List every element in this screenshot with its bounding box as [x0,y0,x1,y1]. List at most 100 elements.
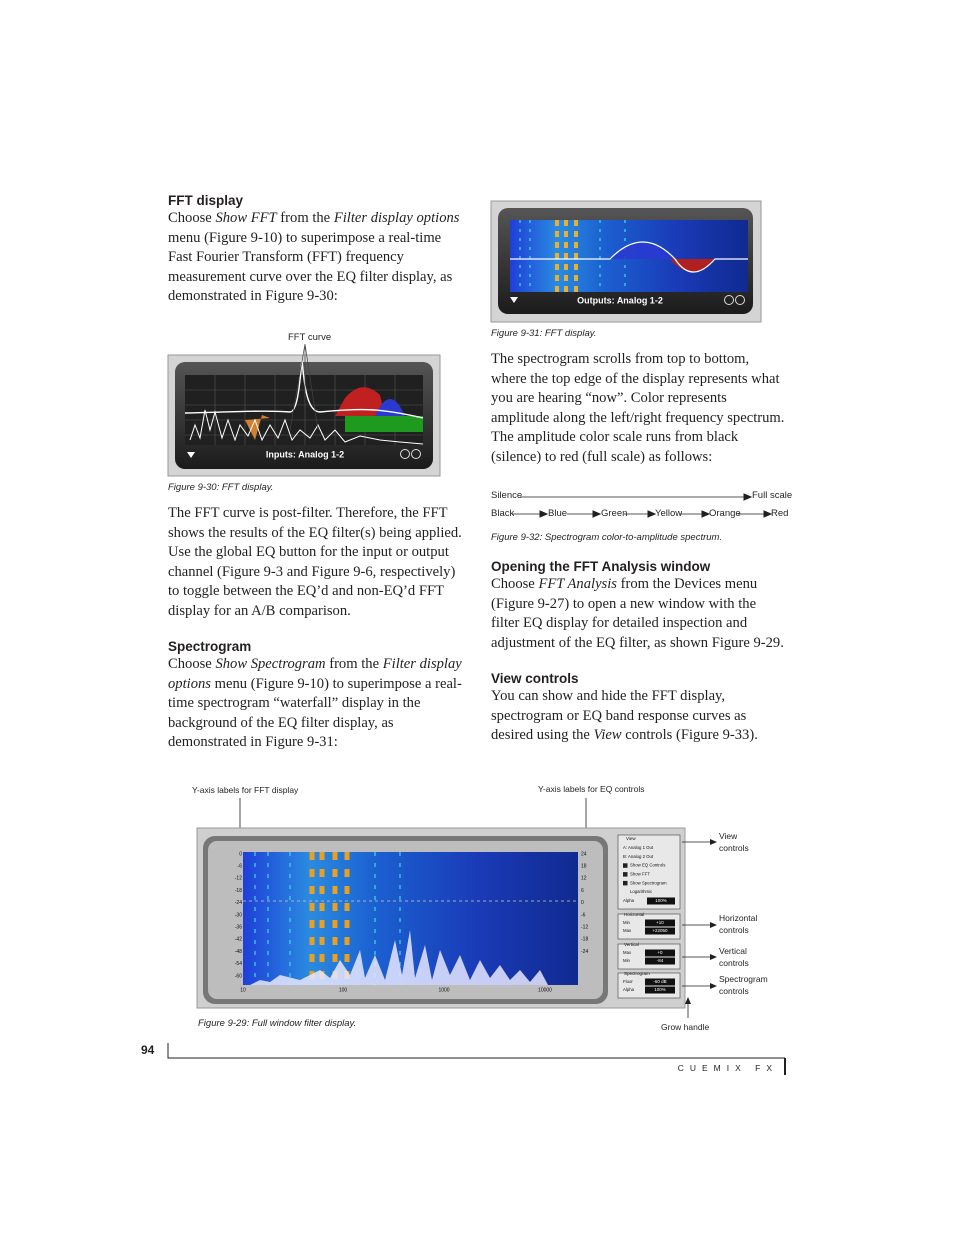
callout: Vertical controls [719,946,749,968]
spectrogram-streak [519,220,626,292]
paragraph: Choose Show Spectrogram from the Filter … [168,655,465,753]
text-run: The spectrogram scrolls from top to bott… [491,351,785,465]
callout-line [289,343,319,431]
panel-title: Horizontal [624,912,644,917]
value-field [645,949,675,957]
value-field [647,897,675,905]
label: Max [623,928,632,933]
color-label: Green [601,508,628,519]
caption: Figure 9-32: Spectrogram color-to-amplit… [491,532,723,543]
color-label: Black [491,508,515,519]
y-axis-label: 24 [581,851,587,857]
callout: Grow handle [661,1022,710,1032]
y-axis-label: 0 [239,851,242,857]
x-axis-label: 10000 [538,987,552,993]
figure-9-29 [196,798,717,1018]
paragraph: Choose FFT Analysis from the Devices men… [491,575,788,653]
checkbox [623,880,628,886]
scale-label: Full scale [752,490,793,501]
heading: FFT display [168,193,244,208]
value: 100% [655,898,667,903]
label: Min [623,958,631,963]
panel-title: Vertical [624,942,639,947]
arrow-head [539,510,773,518]
y-axis-label: -24 [581,949,588,955]
view-option: B: Analog 2 Out [623,854,654,859]
x-axis-label: 1000 [438,987,449,993]
spectrogram-streak [254,852,401,985]
paragraph: The FFT curve is post-filter. Therefore,… [168,504,465,622]
callout: FFT curve [288,332,332,343]
eq-band [375,399,405,416]
text-run: The FFT curve is post-filter. Therefore,… [168,505,462,619]
emphasis: Filter display options [333,210,460,226]
y-axis-label: 0 [581,900,584,906]
y-axis-label: -12 [581,925,588,931]
value: +0 [657,950,663,955]
emphasis: Show Spectrogram [215,656,326,672]
y-axis-label: -30 [235,912,242,918]
menu-arrow [187,452,195,458]
callout: Y-axis labels for EQ controls [538,784,645,794]
view-option: Show FFT [630,872,650,877]
color-label: Blue [548,508,568,519]
panel-label: Outputs: Analog 1-2 [577,295,663,305]
panel-label: Inputs: Analog 1-2 [266,449,344,459]
caption: Figure 9-31: FFT display. [491,328,597,339]
emphasis: View [593,727,622,744]
running-title: CUEMIX FX [677,1063,778,1073]
heading: View controls [491,671,579,686]
value-field [645,919,675,927]
panel-title: View [626,836,636,841]
y-axis-label: -54 [235,961,242,967]
y-axis-label: 12 [581,876,587,882]
page-number: 94 [141,1043,155,1057]
spectrogram-streak [555,220,578,292]
y-axis-label: -60 [235,973,242,979]
label: Alpha [623,987,635,992]
callout: Horizontal controls [719,913,758,935]
figure-9-32 [512,493,773,518]
fft-curve [189,409,424,445]
zoom-icon [735,295,745,305]
heading: Opening the FFT Analysis window [491,559,711,574]
view-option: Logarithmic [630,889,653,894]
y-axis-label: -48 [235,949,242,955]
color-label: Orange [709,508,741,519]
panel-title: Spectrogram [624,971,650,976]
figure-9-31 [490,200,762,323]
text-run: from the [325,656,383,672]
label: Alpha [623,898,635,903]
menu-arrow [510,297,518,303]
eq-band [670,259,715,272]
y-axis-label: -42 [235,937,242,943]
eq-band [345,416,423,432]
value: +22050 [652,928,668,933]
label: Min [623,920,631,925]
text-run: Choose [491,576,539,592]
callout: View controls [719,831,749,853]
view-panel [617,834,681,910]
caption: Figure 9-30: FFT display. [168,482,274,493]
value: +10 [656,920,664,925]
text-run: from the Devices menu (Figure 9-27) to o… [491,576,784,651]
text-run: You can show and hide the FFT display, s… [491,688,747,744]
value-field [645,957,675,965]
y-axis-label: -36 [235,925,242,931]
caption: Figure 9-29: Full window filter display. [198,1018,357,1029]
y-axis-label: -6 [581,912,586,918]
value-field [645,986,675,994]
scale-label: Silence [491,490,523,501]
y-axis-label: -18 [235,888,242,894]
text-run: menu (Figure 9-10) to superimpose a real… [168,229,453,305]
value-field [645,927,675,935]
arrow-head [685,839,717,1004]
callout: Y-axis labels for FFT display [192,785,299,795]
heading: Spectrogram [168,639,252,654]
zoom-icon [724,295,734,305]
text-run: Choose [168,656,216,672]
value: -60 dB [653,979,666,984]
y-axis-label: -24 [235,900,242,906]
value-field [645,978,675,986]
